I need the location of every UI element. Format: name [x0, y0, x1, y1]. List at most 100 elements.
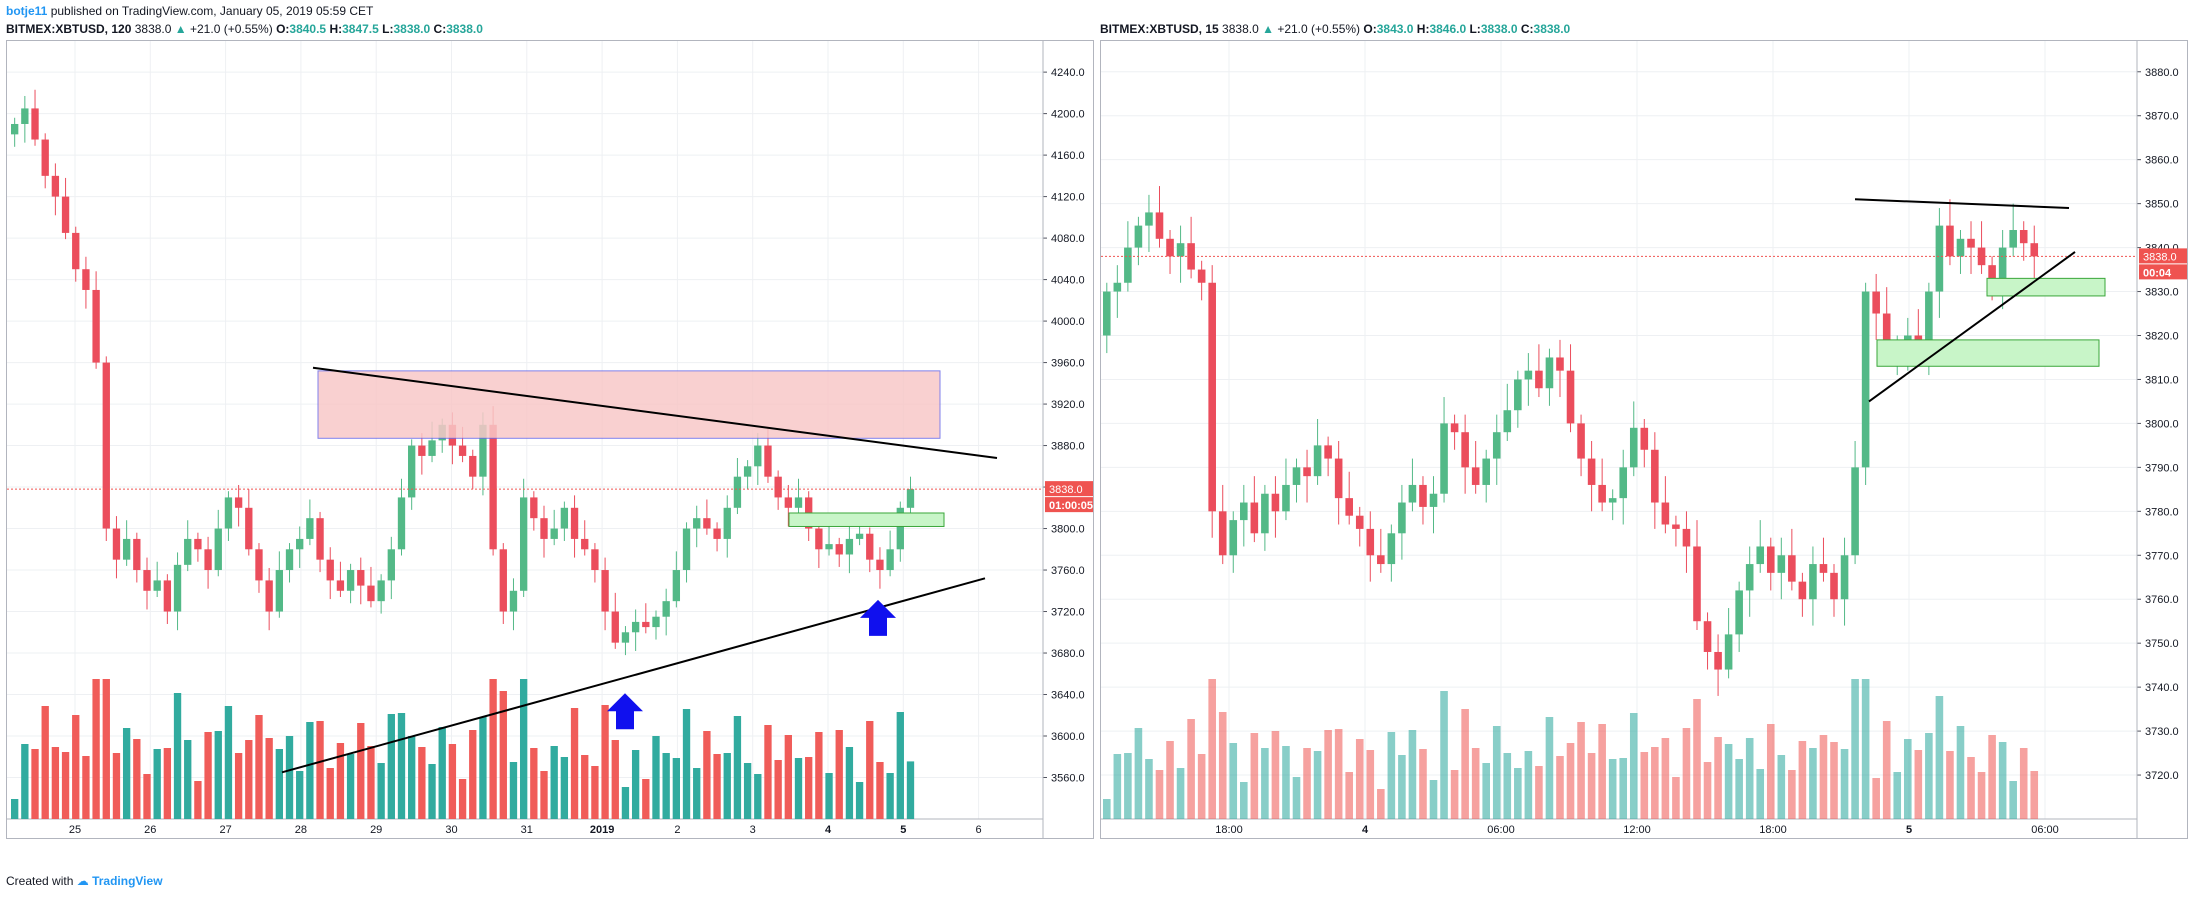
candle-body: [1619, 467, 1628, 499]
y-tick-label: 3810.0: [2145, 374, 2179, 386]
volume-bar: [1471, 748, 1480, 819]
created-with-text: Created with: [6, 874, 74, 888]
candle-body: [1450, 423, 1459, 433]
volume-bar: [1166, 741, 1174, 819]
y-tick-label: 3830.0: [2145, 287, 2179, 299]
left-candlestick-chart[interactable]: 4240.0 4200.0 4160.0 4120.0 4080.0 4040.0 4000…: [7, 41, 1093, 838]
right-chart-panel[interactable]: 3880.03870.03860.03850.03840.03830.03820…: [1100, 40, 2188, 839]
x-tick-label: 06:00: [1487, 824, 1515, 836]
volume-bar: [1387, 732, 1396, 819]
volume-bar: [1998, 742, 2007, 819]
volume-bar: [102, 679, 110, 819]
candle-body: [1303, 467, 1311, 477]
volume-bar: [1208, 679, 1216, 819]
candle-body: [1756, 546, 1765, 565]
volume-bar: [448, 744, 457, 819]
volume-bar: [306, 722, 314, 819]
volume-bar: [713, 754, 721, 819]
candle-body: [682, 528, 691, 571]
volume-bar: [112, 753, 121, 819]
candle-body: [397, 497, 406, 550]
y-tick-label: 3770.0: [2145, 550, 2179, 562]
candle-body: [1672, 524, 1680, 529]
volume-bar: [1240, 782, 1248, 819]
volume-bar: [31, 749, 39, 819]
x-tick-label: 29: [370, 824, 382, 836]
candle-body: [153, 580, 161, 591]
candle-body: [723, 507, 731, 539]
volume-bar: [367, 746, 375, 819]
candle-body: [1282, 484, 1290, 512]
volume-bar: [754, 774, 762, 819]
left-chart-panel[interactable]: 4240.0 4200.0 4160.0 4120.0 4080.0 4040.0 4000…: [6, 40, 1094, 839]
candle-body: [387, 549, 395, 581]
volume-bar: [1819, 735, 1828, 819]
up-triangle-icon: ▲: [1262, 22, 1274, 36]
candle-body: [1324, 445, 1332, 459]
tradingview-brand[interactable]: TradingView: [92, 874, 163, 888]
candle-body: [1208, 282, 1216, 512]
volume-bar: [1303, 748, 1311, 819]
volume-bar: [1545, 717, 1554, 819]
volume-bar: [336, 743, 345, 819]
volume-bar: [1598, 724, 1606, 819]
volume-bar: [733, 716, 742, 819]
candle-body: [1640, 427, 1649, 450]
volume-bar: [550, 746, 558, 819]
candle-body: [1851, 467, 1859, 556]
volume-bar: [743, 763, 752, 819]
volume-bar: [489, 679, 497, 819]
volume-bar: [1345, 772, 1353, 819]
volume-bar: [1450, 770, 1459, 819]
x-tick-label: 26: [144, 824, 156, 836]
volume-bar: [1577, 722, 1585, 819]
candle-body: [1240, 502, 1248, 521]
up-triangle-icon: ▲: [174, 22, 187, 36]
volume-bar: [275, 749, 284, 819]
volume-bar: [469, 730, 477, 819]
candle-body: [357, 570, 365, 586]
volume-bar: [397, 713, 406, 819]
candle-body: [1629, 427, 1638, 468]
candle-body: [896, 507, 904, 550]
candle-body: [845, 538, 854, 555]
left-high: 3847.5: [342, 22, 379, 36]
volume-bar: [1988, 735, 1996, 819]
x-tick-label: 31: [521, 824, 533, 836]
volume-bar: [1777, 755, 1786, 819]
author-link[interactable]: botje11: [6, 4, 48, 18]
candle-body: [906, 489, 915, 508]
volume-bar: [428, 764, 436, 819]
volume-bar: [1735, 759, 1743, 819]
volume-bar: [357, 723, 365, 819]
current-price-label: 3838.0: [2143, 251, 2177, 263]
volume-bar: [1355, 739, 1364, 819]
candle-body: [1155, 212, 1164, 239]
candle-body: [194, 538, 202, 550]
volume-bar: [1482, 763, 1491, 819]
volume-bar: [133, 739, 141, 819]
candle-body: [1461, 432, 1469, 468]
right-candlestick-chart[interactable]: 3880.03870.03860.03850.03840.03830.03820…: [1101, 41, 2187, 838]
candle-body: [1387, 533, 1396, 565]
volume-bar: [723, 753, 731, 819]
volume-bar: [581, 755, 589, 819]
x-tick-label: 3: [750, 824, 756, 836]
candle-body: [255, 549, 263, 581]
y-tick-label: 3960.0: [1051, 358, 1085, 370]
volume-bar: [611, 740, 619, 819]
y-tick-label: 3780.0: [2145, 506, 2179, 518]
volume-bar: [255, 715, 263, 819]
volume-bar: [1313, 751, 1322, 819]
volume-bar: [1492, 726, 1501, 819]
volume-bar: [1419, 749, 1427, 819]
candle-body: [1313, 445, 1322, 477]
candle-body: [184, 538, 192, 565]
candle-body: [1566, 370, 1575, 424]
volume-bar: [570, 708, 579, 819]
candle-body: [92, 289, 100, 363]
candle-body: [1261, 493, 1269, 534]
volume-bar: [41, 706, 49, 819]
volume-bar: [825, 773, 833, 819]
up-arrow-icon: [860, 599, 896, 636]
